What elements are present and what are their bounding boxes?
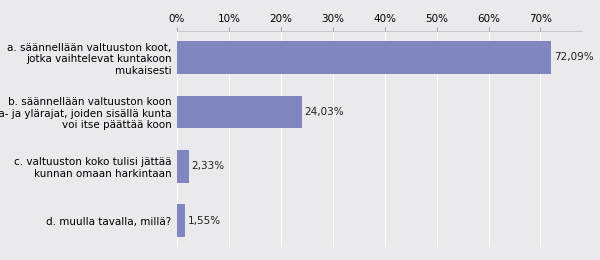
Text: 24,03%: 24,03% [304, 107, 344, 117]
Bar [177, 95, 302, 128]
Text: 72,09%: 72,09% [554, 52, 593, 62]
Bar [177, 205, 185, 237]
Text: 1,55%: 1,55% [188, 216, 221, 226]
Text: 2,33%: 2,33% [191, 161, 225, 171]
Bar [177, 150, 189, 183]
Bar [177, 41, 551, 74]
